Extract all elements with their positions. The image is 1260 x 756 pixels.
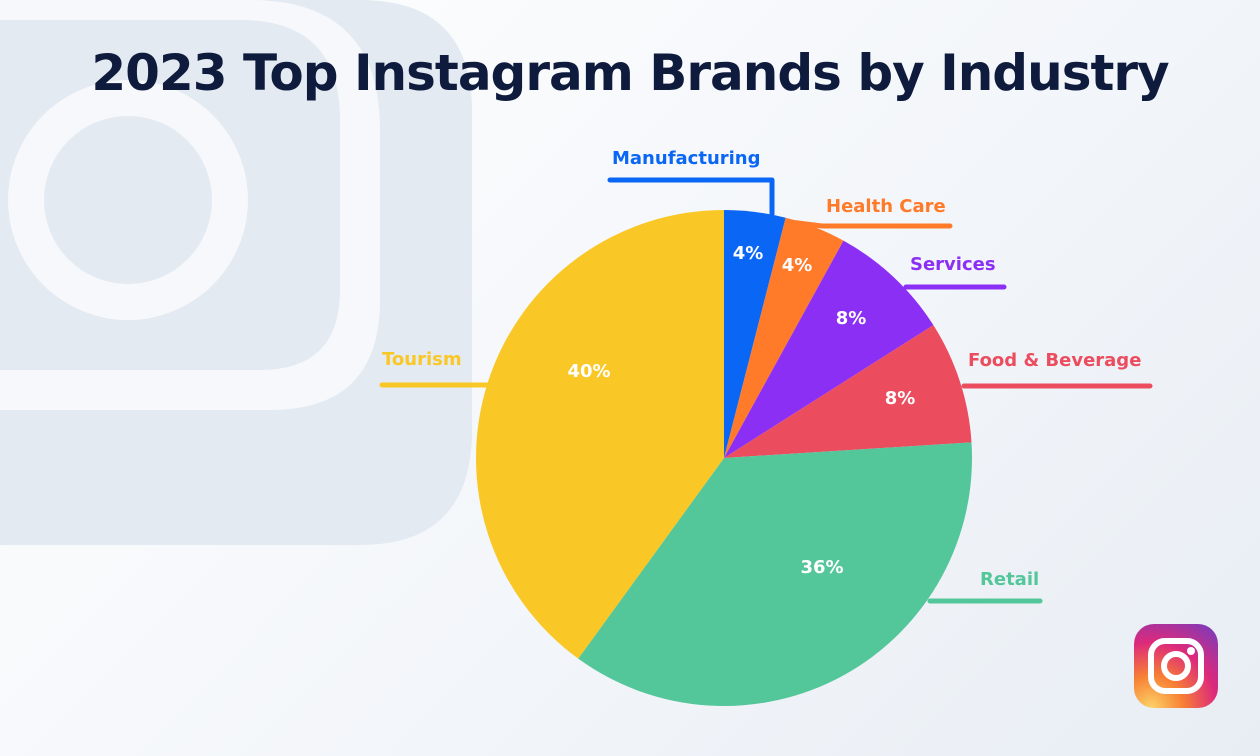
percent-label-health-care: 4% [782, 255, 813, 276]
percent-label-tourism: 40% [567, 361, 610, 382]
pie-slice-tourism [475, 210, 724, 659]
leader-line-health-care [787, 219, 953, 229]
instagram-icon [1134, 624, 1218, 708]
pie-slice-services [724, 240, 934, 458]
pie-slice-food-and-beverage [724, 325, 972, 458]
leader-line-manufacturing [607, 177, 775, 217]
percent-label-retail: 36% [800, 557, 843, 578]
percent-label-manufacturing: 4% [733, 243, 764, 264]
category-label-manufacturing: Manufacturing [612, 148, 761, 169]
chart-title: 2023 Top Instagram Brands by Industry [91, 44, 1169, 102]
percent-label-services: 8% [836, 308, 867, 329]
category-label-tourism: Tourism [382, 349, 462, 370]
category-label-health-care: Health Care [826, 196, 946, 217]
pie-slice-retail [578, 442, 972, 706]
instagram-watermark [0, 0, 472, 545]
category-label-food-and-beverage: Food & Beverage [968, 350, 1141, 371]
pie-slice-manufacturing [724, 210, 786, 458]
percent-label-food-and-beverage: 8% [885, 388, 916, 409]
pie-slice-health-care [724, 217, 844, 458]
category-label-retail: Retail [980, 569, 1039, 590]
category-label-services: Services [910, 254, 996, 275]
